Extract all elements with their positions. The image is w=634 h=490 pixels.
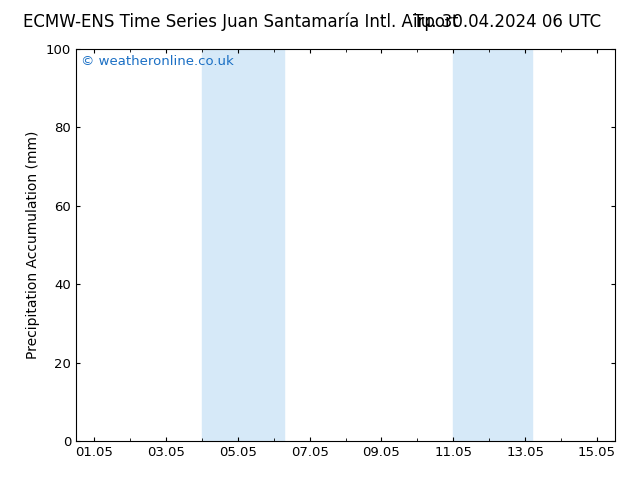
- Bar: [238, 49, 285, 441]
- Bar: [453, 49, 486, 441]
- Y-axis label: Precipitation Accumulation (mm): Precipitation Accumulation (mm): [27, 131, 41, 359]
- Bar: [202, 49, 238, 441]
- Bar: [486, 49, 533, 441]
- Text: ECMW-ENS Time Series Juan Santamaría Intl. Airport: ECMW-ENS Time Series Juan Santamaría Int…: [23, 13, 458, 31]
- Text: Tu. 30.04.2024 06 UTC: Tu. 30.04.2024 06 UTC: [413, 13, 601, 31]
- Text: © weatheronline.co.uk: © weatheronline.co.uk: [81, 55, 234, 68]
